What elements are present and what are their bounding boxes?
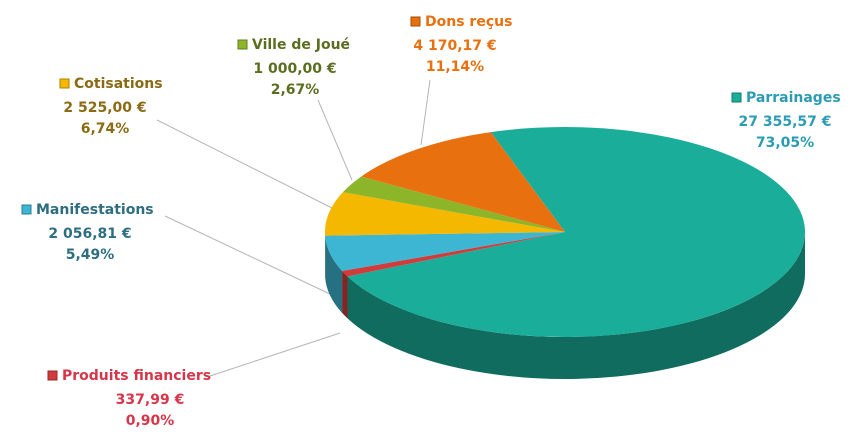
legend-swatch	[47, 370, 58, 381]
category-label: Ville de Joué	[252, 37, 350, 53]
legend-swatch	[410, 16, 421, 27]
legend-swatch	[21, 204, 32, 215]
leader-line	[209, 332, 341, 377]
value-label: 4 170,17 €	[413, 38, 496, 54]
value-label: 27 355,57 €	[739, 114, 832, 130]
slice	[361, 132, 565, 232]
percentage-label: 0,90%	[126, 413, 175, 429]
slice-side	[342, 270, 348, 319]
leader-line	[420, 79, 431, 146]
percentage-label: 11,14%	[426, 59, 484, 75]
slice	[347, 127, 805, 337]
percentage-label: 6,74%	[81, 121, 130, 137]
value-label: 2 525,00 €	[63, 100, 146, 116]
percentage-label: 2,67%	[271, 82, 320, 98]
leader-line	[164, 215, 333, 296]
category-label: Dons reçus	[425, 14, 512, 30]
slice-side	[325, 235, 343, 313]
legend-swatch	[731, 92, 742, 103]
value-label: 337,99 €	[116, 392, 185, 408]
category-label: Cotisations	[74, 76, 163, 92]
legend-swatch	[237, 39, 248, 50]
legend-swatch	[59, 78, 70, 89]
category-label: Manifestations	[36, 202, 154, 218]
percentage-label: 5,49%	[66, 247, 115, 263]
slice	[342, 232, 565, 277]
slice	[325, 192, 565, 236]
slice	[325, 232, 565, 271]
value-label: 2 056,81 €	[48, 226, 131, 242]
value-label: 1 000,00 €	[253, 61, 336, 77]
category-label: Produits financiers	[62, 368, 211, 384]
leader-line	[317, 99, 353, 181]
slice-side	[347, 232, 805, 380]
leader-line	[156, 119, 337, 211]
category-label: Parrainages	[746, 90, 841, 106]
slice	[342, 176, 565, 232]
percentage-label: 73,05%	[756, 135, 814, 151]
